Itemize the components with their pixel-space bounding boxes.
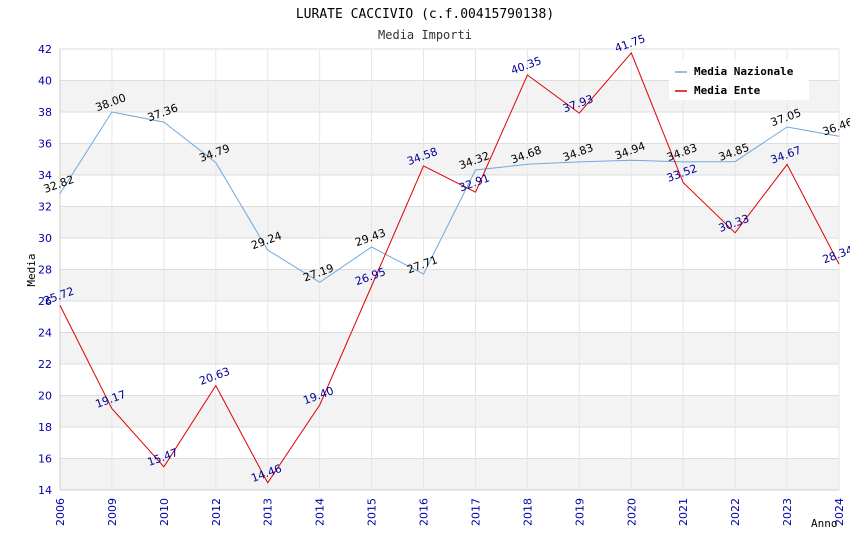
legend-label-media-ente: Media Ente — [694, 84, 761, 97]
x-axis-label: Anno — [811, 517, 838, 530]
series-line-media-nazionale — [59, 111, 840, 283]
plot-band — [60, 427, 839, 459]
x-tick-label: 2013 — [262, 498, 275, 526]
y-tick-labels: 14 16 18 20 22 24 26 28 30 32 34 36 38 40 42 — [38, 43, 52, 497]
x-tick-label: 2016 — [418, 498, 431, 526]
y-tick-label: 16 — [38, 453, 52, 466]
plot-band — [60, 269, 839, 301]
x-tick-label: 2015 — [366, 498, 379, 526]
y-tick-label: 24 — [38, 327, 52, 340]
chart-subtitle: Media Importi — [378, 28, 472, 42]
legend-box — [669, 60, 809, 100]
y-tick-label: 42 — [38, 43, 52, 56]
x-tick-label: 2019 — [573, 498, 586, 526]
x-tick-label: 2006 — [54, 498, 67, 526]
y-tick-label: 20 — [38, 390, 52, 403]
grid-lines — [59, 48, 840, 491]
y-tick-label: 28 — [38, 264, 52, 277]
x-tick-label: 2018 — [521, 498, 534, 526]
y-tick-label: 26 — [38, 295, 52, 308]
x-tick-label: 2014 — [314, 498, 327, 526]
y-tick-label: 14 — [38, 484, 52, 497]
y-tick-label: 32 — [38, 201, 52, 214]
plot-band — [60, 143, 839, 175]
x-tick-label: 2020 — [625, 498, 638, 526]
plot-band — [60, 332, 839, 364]
y-tick-label: 38 — [38, 106, 52, 119]
y-tick-label: 34 — [38, 169, 52, 182]
plot-band — [60, 458, 839, 490]
plot-band — [60, 301, 839, 333]
x-tick-label: 2023 — [781, 498, 794, 526]
plot-band — [60, 112, 839, 144]
y-tick-label: 40 — [38, 75, 52, 88]
plot-band — [60, 238, 839, 270]
y-tick-label: 18 — [38, 421, 52, 434]
plot-band — [60, 395, 839, 427]
series-lines — [59, 51, 840, 484]
x-tick-label: 2009 — [106, 498, 119, 526]
x-tick-label: 2024 — [833, 498, 846, 526]
y-tick-label: 36 — [38, 138, 52, 151]
y-axis-label: Media — [25, 253, 38, 286]
legend: Media Nazionale Media Ente — [669, 60, 809, 100]
x-tick-label: 2012 — [210, 498, 223, 526]
series-line-media-ente — [59, 51, 840, 484]
plot-band — [60, 364, 839, 396]
x-tick-label: 2010 — [158, 498, 171, 526]
y-tick-label: 22 — [38, 358, 52, 371]
y-tick-label: 30 — [38, 232, 52, 245]
legend-label-media-nazionale: Media Nazionale — [694, 65, 794, 78]
x-tick-label: 2022 — [729, 498, 742, 526]
x-tick-label: 2017 — [469, 498, 482, 526]
plot-background-bands — [60, 49, 839, 490]
x-tick-label: 2021 — [677, 498, 690, 526]
plot-band — [60, 175, 839, 207]
x-tick-labels: 2006 2009 2010 2012 2013 2014 2015 2016 2017 2018… — [54, 498, 846, 526]
chart-title: LURATE CACCIVIO (c.f.00415790138) — [296, 7, 554, 22]
